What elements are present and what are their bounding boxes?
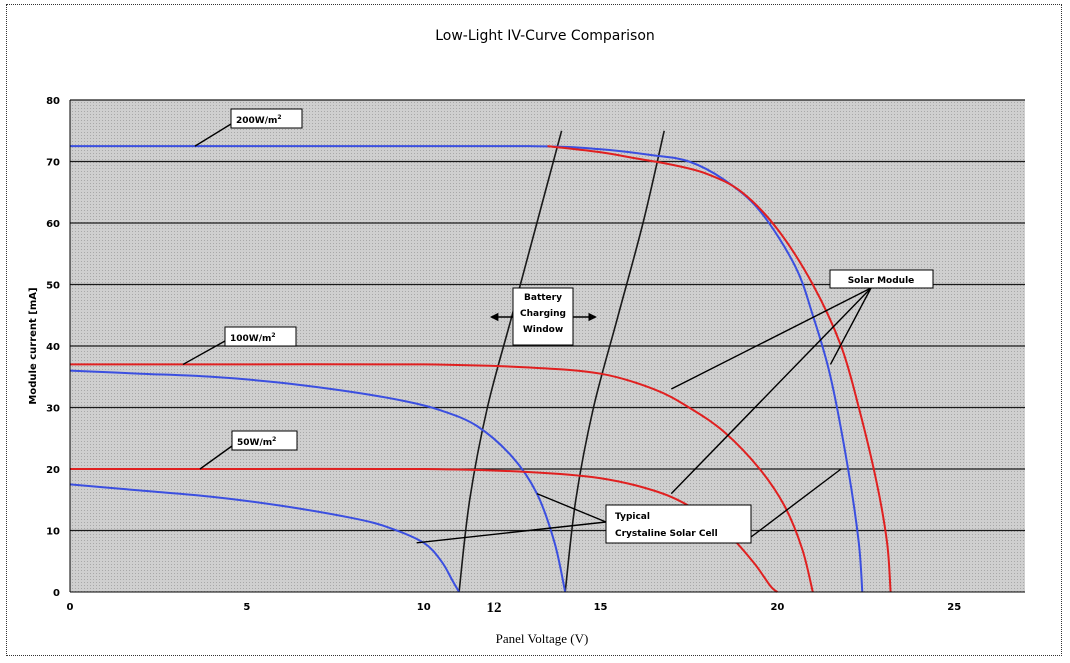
y-tick-10: 10 xyxy=(46,527,60,538)
y-tick-40: 40 xyxy=(46,342,60,353)
x-tick-5: 5 xyxy=(243,602,250,613)
y-tick-30: 30 xyxy=(46,404,60,415)
label-200: 200W/m2 xyxy=(230,108,303,129)
label-100-text: 100W/m xyxy=(230,334,271,344)
x-tick-0: 0 xyxy=(67,602,74,613)
x-tick-10: 10 xyxy=(417,602,431,613)
typical-cell-label: Typical Crystaline Solar Cell xyxy=(605,504,752,544)
annotation-leaders xyxy=(182,123,872,544)
leader-module-100 xyxy=(670,287,872,390)
leader-200 xyxy=(194,123,232,147)
battery-line3: Window xyxy=(523,325,563,335)
leader-50 xyxy=(199,445,233,470)
y-tick-50: 50 xyxy=(46,281,60,292)
y-tick-0: 0 xyxy=(53,588,60,599)
leader-cell-100 xyxy=(536,492,607,523)
label-50-sup: 2 xyxy=(272,436,276,443)
leader-module-50 xyxy=(670,287,872,495)
battery-line2: Charging xyxy=(520,309,566,319)
module-100-line xyxy=(69,363,814,593)
label-200-text: 200W/m xyxy=(236,116,277,126)
svg-text:50W/m2: 50W/m2 xyxy=(237,436,276,448)
x-tick-labels: 0 5 10 15 20 25 xyxy=(67,602,962,613)
y-tick-60: 60 xyxy=(46,219,60,230)
typical-line2: Crystaline Solar Cell xyxy=(615,529,718,539)
x-tick-20: 20 xyxy=(770,602,784,613)
battery-line1: Battery xyxy=(524,293,562,303)
y-tick-80: 80 xyxy=(46,96,60,107)
chart-frame xyxy=(6,4,1062,656)
chart-title: Low-Light IV-Curve Comparison xyxy=(435,28,655,44)
y-tick-70: 70 xyxy=(46,158,60,169)
label-100-sup: 2 xyxy=(271,332,275,339)
y-tick-labels: 0 10 20 30 40 50 60 70 80 xyxy=(46,96,60,599)
y-tick-20: 20 xyxy=(46,465,60,476)
module-200-line xyxy=(547,145,892,593)
label-200-sup: 2 xyxy=(277,114,281,121)
solar-module-text: Solar Module xyxy=(848,276,915,286)
svg-text:100W/m2: 100W/m2 xyxy=(230,332,276,344)
leader-cell-50 xyxy=(416,521,607,544)
svg-text:200W/m2: 200W/m2 xyxy=(236,114,282,126)
label-50-text: 50W/m xyxy=(237,438,272,448)
x-extra-label-12: 12 xyxy=(487,600,502,616)
typical-line1: Typical xyxy=(615,512,650,522)
leader-cell-200 xyxy=(750,468,842,538)
x-tick-15: 15 xyxy=(594,602,608,613)
module-50-line xyxy=(70,467,779,593)
leader-100 xyxy=(182,340,226,366)
label-100: 100W/m2 xyxy=(224,326,297,347)
x-axis-label: Panel Voltage (V) xyxy=(496,631,589,646)
leader-module-200 xyxy=(829,287,872,365)
series-group xyxy=(69,144,892,593)
cell-200-line xyxy=(70,144,864,593)
battery-window-label: Battery Charging Window xyxy=(512,287,574,346)
cell-50-line xyxy=(69,483,460,593)
label-50: 50W/m2 xyxy=(231,430,298,451)
solar-module-label: Solar Module xyxy=(829,269,934,289)
y-axis-label: Module current [mA] xyxy=(28,287,39,404)
x-tick-25: 25 xyxy=(947,602,961,613)
charging-window-line-1 xyxy=(458,130,563,593)
